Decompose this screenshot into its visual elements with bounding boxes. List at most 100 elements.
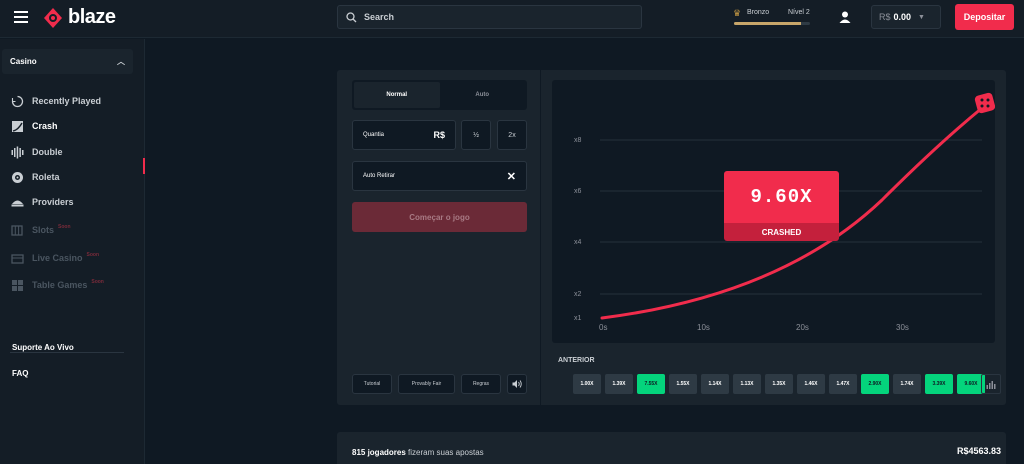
sidebar-item-label: Live Casino xyxy=(32,253,83,263)
sidebar-item-double[interactable]: Double xyxy=(10,145,63,159)
sidebar: Casino ︿ Recently Played Crash Double Ro… xyxy=(0,39,145,464)
provably-fair-button[interactable]: Provably Fair xyxy=(398,374,455,394)
crashed-label: CRASHED xyxy=(724,223,839,241)
history-chart-icon[interactable] xyxy=(981,374,1001,394)
balance-dropdown[interactable]: R$ 0.00 ▼ xyxy=(871,5,941,29)
balance-currency: R$ xyxy=(879,12,891,22)
crash-chart-icon xyxy=(10,119,24,133)
sidebar-item-label: Roleta xyxy=(32,172,60,182)
search-bar[interactable] xyxy=(337,5,642,29)
deposit-button[interactable]: Depositar xyxy=(955,4,1014,30)
history-chip[interactable]: 1.35X xyxy=(765,374,793,394)
casino-section-title: Casino xyxy=(10,57,37,66)
close-icon[interactable]: ✕ xyxy=(506,170,516,183)
rank-level: Nível 2 xyxy=(788,9,810,16)
crash-curve xyxy=(600,106,984,320)
sidebar-item-live-casino: Live Casino Soon xyxy=(10,251,99,265)
start-game-button[interactable]: Começar o jogo xyxy=(352,202,527,232)
crash-game-panel: Normal Auto Quantia R$ ½ 2x Auto Retirar… xyxy=(337,70,1006,405)
user-icon[interactable] xyxy=(838,10,852,24)
table-games-icon xyxy=(10,278,24,292)
history-chip[interactable]: 1.00X xyxy=(573,374,601,394)
sidebar-item-slots: Slots Soon xyxy=(10,223,71,237)
sidebar-item-providers[interactable]: Providers xyxy=(10,195,74,209)
sidebar-item-label: Recently Played xyxy=(32,96,102,106)
history-chip[interactable]: 1.14X xyxy=(701,374,729,394)
tutorial-button[interactable]: Tutorial xyxy=(352,374,392,394)
soon-badge: Soon xyxy=(86,252,100,258)
players-total: R$4563.83 xyxy=(956,446,1001,456)
y-tick-label: x1 xyxy=(574,315,582,322)
soon-badge: Soon xyxy=(91,279,104,285)
players-text: fizeram suas apostas xyxy=(408,448,484,457)
providers-icon xyxy=(10,195,24,209)
players-summary: 815 jogadores fizeram suas apostas R$456… xyxy=(337,432,1006,464)
dice-icon xyxy=(974,92,996,114)
live-casino-icon xyxy=(10,251,24,265)
tab-auto[interactable]: Auto xyxy=(475,92,490,98)
players-count: 815 jogadores xyxy=(352,448,406,457)
search-input[interactable] xyxy=(364,12,624,22)
history-chip[interactable]: 1.46X xyxy=(797,374,825,394)
y-tick-label: x2 xyxy=(574,291,582,298)
x-tick-label: 10s xyxy=(697,323,710,332)
history-chip[interactable]: 1.55X xyxy=(669,374,697,394)
crown-icon: ♛ xyxy=(733,8,742,18)
amount-label: Quantia xyxy=(363,132,385,138)
sidebar-item-label: Crash xyxy=(32,121,58,131)
tab-normal[interactable]: Normal xyxy=(354,82,440,108)
double-bars-icon xyxy=(10,145,24,159)
y-tick-label: x8 xyxy=(574,137,582,144)
slots-icon xyxy=(10,223,24,237)
x-tick-label: 20s xyxy=(796,323,809,332)
crash-graph: x8 x6 x4 x2 x1 0s 10s 20s 30s 9.60X CRAS… xyxy=(552,80,996,343)
crash-multiplier: 9.60X xyxy=(724,171,839,223)
sidebar-item-label: Table Games xyxy=(32,280,88,290)
history-chip[interactable]: 1.39X xyxy=(605,374,633,394)
history-chip[interactable]: 3.39X xyxy=(925,374,953,394)
half-amount-button[interactable]: ½ xyxy=(461,120,491,150)
sidebar-divider xyxy=(10,352,124,353)
crash-result: 9.60X CRASHED xyxy=(724,171,839,241)
history-chip[interactable]: 1.13X xyxy=(733,374,761,394)
sidebar-item-label: Providers xyxy=(32,197,74,207)
roulette-icon xyxy=(10,170,24,184)
brand-logo[interactable]: blaze xyxy=(42,6,116,29)
auto-cashout-input[interactable]: Auto Retirar ✕ xyxy=(352,161,527,191)
live-support-link[interactable]: Suporte Ao Vivo xyxy=(12,343,74,352)
players-count-text: 815 jogadores fizeram suas apostas xyxy=(352,448,484,457)
sidebar-item-label: Double xyxy=(32,147,63,157)
history-chip[interactable]: 9.60X xyxy=(957,374,985,394)
bet-controls: Normal Auto Quantia R$ ½ 2x Auto Retirar… xyxy=(337,70,541,405)
rank-progress[interactable]: ♛ Bronzo Nível 2 xyxy=(733,7,813,29)
sidebar-item-recently-played[interactable]: Recently Played xyxy=(10,94,101,108)
double-amount-button[interactable]: 2x xyxy=(497,120,527,150)
menu-icon[interactable] xyxy=(14,11,28,25)
y-tick-label: x4 xyxy=(574,239,582,246)
history-title: ANTERIOR xyxy=(558,357,595,364)
y-tick-label: x6 xyxy=(574,188,582,195)
amount-input[interactable]: Quantia R$ xyxy=(352,120,456,150)
rank-name: Bronzo xyxy=(747,9,770,16)
sidebar-item-label: Slots xyxy=(32,225,55,235)
amount-currency: R$ xyxy=(433,130,445,140)
mode-tabs: Normal Auto xyxy=(352,80,527,110)
casino-section-toggle[interactable]: Casino ︿ xyxy=(2,49,133,74)
history-icon xyxy=(10,94,24,108)
brand-name: blaze xyxy=(68,6,116,28)
sidebar-item-crash[interactable]: Crash xyxy=(10,119,58,133)
history-chip[interactable]: 1.74X xyxy=(893,374,921,394)
history-chip[interactable]: 1.47X xyxy=(829,374,857,394)
sidebar-item-table-games: Table Games Soon xyxy=(10,278,104,292)
rules-button[interactable]: Regras xyxy=(461,374,501,394)
history-chip[interactable]: 2.90X xyxy=(861,374,889,394)
soon-badge: Soon xyxy=(58,224,71,230)
chevron-up-icon: ︿ xyxy=(117,57,125,66)
rank-progress-bar xyxy=(734,22,810,25)
top-bar: blaze ♛ Bronzo Nível 2 R$ 0.00 ▼ Deposit… xyxy=(0,0,1024,38)
sound-icon[interactable] xyxy=(507,374,527,394)
rank-progress-fill xyxy=(734,22,801,25)
sidebar-item-roleta[interactable]: Roleta xyxy=(10,170,60,184)
history-chip[interactable]: 7.55X xyxy=(637,374,665,394)
faq-link[interactable]: FAQ xyxy=(12,369,29,378)
